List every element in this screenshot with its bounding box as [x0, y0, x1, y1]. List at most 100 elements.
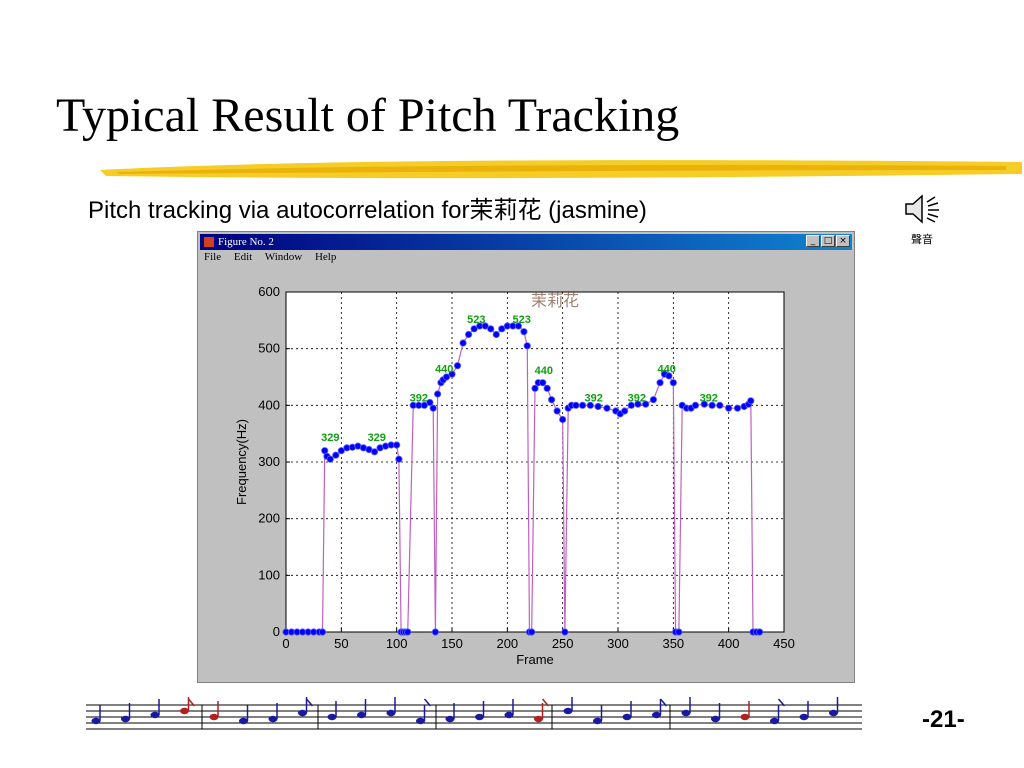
title-underline-decoration	[100, 160, 1022, 179]
menu-help[interactable]: Help	[314, 251, 337, 263]
x-tick-label: 250	[552, 636, 574, 651]
pitch-annotation: 329	[368, 432, 386, 444]
pitch-marker	[649, 396, 658, 404]
x-tick-label: 150	[441, 636, 463, 651]
pitch-marker	[431, 628, 439, 636]
pitch-marker	[669, 379, 677, 387]
music-note-head	[622, 713, 632, 721]
pitch-marker	[487, 325, 495, 333]
pitch-marker	[464, 330, 473, 339]
pitch-annotation: 440	[435, 363, 453, 375]
pitch-marker	[578, 401, 587, 409]
pitch-marker	[531, 384, 539, 392]
music-note-head	[239, 717, 248, 725]
music-note-head	[180, 707, 189, 715]
music-note-head	[416, 717, 425, 725]
close-button[interactable]: ×	[836, 235, 850, 247]
pitch-marker	[642, 400, 650, 408]
pitch-marker	[634, 400, 642, 408]
pitch-marker	[528, 628, 536, 636]
menu-file[interactable]: File	[204, 251, 222, 263]
sound-button[interactable]: 聲音	[898, 192, 946, 247]
music-note-head	[209, 713, 219, 721]
music-note-head	[711, 715, 720, 723]
y-axis-label: Frequency(Hz)	[234, 419, 249, 505]
window-title: Figure No. 2	[218, 236, 274, 248]
pitch-marker	[586, 401, 594, 409]
music-note-head	[121, 715, 130, 723]
pitch-marker	[459, 339, 467, 347]
music-note-head	[150, 711, 160, 719]
pitch-annotation: 523	[467, 314, 485, 326]
music-note-head	[770, 717, 779, 725]
pitch-annotation: 392	[410, 392, 428, 404]
menu-edit[interactable]: Edit	[233, 251, 253, 263]
pitch-marker	[553, 407, 561, 415]
music-note-head	[563, 707, 573, 715]
pitch-marker	[665, 372, 673, 380]
pitch-marker	[434, 390, 442, 398]
pitch-marker	[627, 401, 635, 409]
y-tick-label: 100	[258, 567, 280, 582]
x-tick-label: 100	[386, 636, 408, 651]
x-axis-label: Frame	[516, 652, 554, 667]
window-menubar: File Edit Window Help	[204, 251, 346, 263]
pitch-marker	[547, 396, 556, 404]
chart-title: 茉莉花	[531, 291, 579, 310]
plot-canvas: 0 50 100 150 200 250 300 350 400 450 0 100 200 300 400…	[200, 268, 852, 680]
pitch-marker	[708, 401, 716, 409]
pitch-marker	[725, 404, 733, 412]
pitch-marker	[523, 342, 531, 350]
music-note-flag	[187, 698, 196, 707]
slide-title: Typical Result of Pitch Tracking	[56, 89, 680, 142]
pitch-marker	[700, 400, 708, 408]
y-tick-label: 300	[258, 454, 280, 469]
pitch-marker	[561, 628, 569, 636]
pitch-marker	[470, 325, 478, 333]
music-notes-decoration	[86, 697, 862, 730]
pitch-marker	[453, 362, 462, 370]
speaker-icon	[905, 194, 939, 224]
music-note-head	[357, 711, 366, 719]
pitch-marker	[332, 451, 340, 459]
x-tick-label: 450	[773, 636, 795, 651]
slide-subtitle: Pitch tracking via autocorrelation for茉莉…	[88, 197, 647, 224]
music-note-head	[829, 709, 838, 717]
music-note-flag	[541, 698, 550, 707]
x-tick-label: 50	[334, 636, 348, 651]
page-number: -21-	[922, 706, 965, 733]
pitch-chart: 0 50 100 150 200 250 300 350 400 450 0 100 200 300 400…	[234, 284, 795, 667]
music-note-head	[534, 715, 543, 723]
pitch-marker	[393, 441, 401, 449]
pitch-marker	[395, 455, 403, 463]
figure-window: Figure No. 2 _ □ × File Edit Window Help…	[197, 231, 855, 683]
pitch-annotation: 329	[321, 432, 339, 444]
window-titlebar[interactable]: Figure No. 2 _ □ ×	[200, 234, 852, 250]
music-note-flag	[777, 698, 786, 707]
pitch-marker	[420, 401, 428, 409]
music-note-head	[445, 715, 455, 723]
music-note-head	[475, 713, 484, 721]
minimize-button[interactable]: _	[806, 235, 820, 247]
pitch-marker	[337, 447, 345, 455]
pitch-marker	[691, 401, 700, 409]
pitch-annotation: 392	[628, 392, 646, 404]
pitch-marker	[756, 628, 764, 636]
pitch-marker	[603, 404, 611, 412]
music-note-flag	[305, 698, 314, 707]
menu-window[interactable]: Window	[264, 251, 303, 263]
pitch-marker	[326, 455, 334, 463]
music-note-flag	[659, 698, 668, 707]
music-note-head	[681, 709, 691, 717]
y-tick-label: 500	[258, 341, 280, 356]
pitch-marker	[716, 401, 724, 409]
music-note-head	[298, 709, 307, 717]
music-note-head	[593, 717, 602, 725]
music-note-head	[386, 709, 396, 717]
pitch-annotation: 440	[658, 363, 676, 375]
pitch-marker	[370, 448, 379, 456]
pitch-annotation: 440	[535, 365, 553, 377]
maximize-button[interactable]: □	[821, 235, 835, 247]
pitch-marker	[481, 322, 489, 330]
x-tick-label: 400	[718, 636, 740, 651]
